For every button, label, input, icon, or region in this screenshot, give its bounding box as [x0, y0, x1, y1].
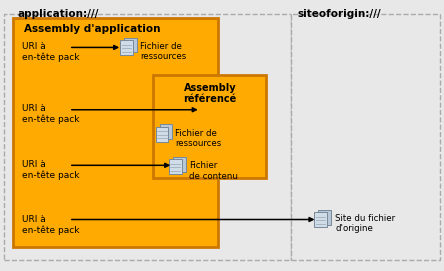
Polygon shape: [169, 159, 182, 174]
Polygon shape: [314, 212, 327, 227]
FancyBboxPatch shape: [291, 14, 440, 260]
Text: Fichier de
ressources: Fichier de ressources: [140, 42, 186, 62]
Polygon shape: [160, 124, 172, 139]
Polygon shape: [173, 157, 186, 172]
Text: application:///: application:///: [18, 9, 99, 20]
Text: URI à
en-tête pack: URI à en-tête pack: [22, 104, 80, 124]
Text: Assembly
référencé: Assembly référencé: [183, 83, 236, 104]
Polygon shape: [124, 38, 137, 53]
Text: Fichier de
ressources: Fichier de ressources: [175, 129, 222, 148]
Text: Assembly d'application: Assembly d'application: [24, 24, 161, 34]
FancyBboxPatch shape: [153, 75, 266, 178]
Text: URI à
en-tête pack: URI à en-tête pack: [22, 160, 80, 180]
Polygon shape: [156, 127, 168, 141]
FancyBboxPatch shape: [4, 14, 291, 260]
Text: Fichier
de contenu: Fichier de contenu: [189, 161, 238, 181]
Text: siteoforigin:///: siteoforigin:///: [297, 9, 381, 20]
Text: URI à
en-tête pack: URI à en-tête pack: [22, 42, 80, 62]
Polygon shape: [318, 210, 331, 224]
FancyBboxPatch shape: [13, 18, 218, 247]
Text: URI à
en-tête pack: URI à en-tête pack: [22, 215, 80, 235]
Text: Site du fichier
d'origine: Site du fichier d'origine: [335, 214, 395, 234]
Polygon shape: [120, 40, 133, 55]
